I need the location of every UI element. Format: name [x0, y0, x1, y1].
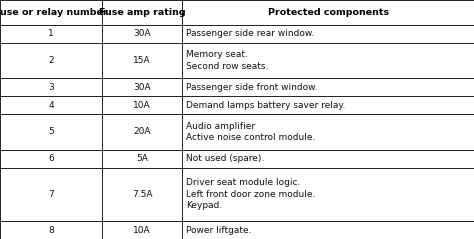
Bar	[0, 221, 102, 239]
Bar	[182, 43, 474, 78]
Bar	[0, 96, 102, 114]
Text: 15A: 15A	[133, 56, 151, 65]
Text: 4: 4	[48, 101, 54, 110]
Text: Passenger side rear window.: Passenger side rear window.	[186, 29, 314, 38]
Text: 20A: 20A	[134, 127, 151, 136]
Bar	[182, 221, 474, 239]
Bar	[0, 114, 102, 150]
Bar	[182, 96, 474, 114]
Bar	[102, 0, 182, 25]
Bar	[102, 96, 182, 114]
Text: Power liftgate.: Power liftgate.	[186, 226, 251, 235]
Bar	[102, 221, 182, 239]
Text: 2: 2	[48, 56, 54, 65]
Text: Not used (spare).: Not used (spare).	[186, 154, 264, 163]
Bar	[182, 78, 474, 96]
Bar	[182, 114, 474, 150]
Bar	[0, 78, 102, 96]
Text: Demand lamps battery saver relay.: Demand lamps battery saver relay.	[186, 101, 345, 110]
Bar	[102, 25, 182, 43]
Text: 5A: 5A	[136, 154, 148, 163]
Text: 10A: 10A	[133, 101, 151, 110]
Bar	[102, 78, 182, 96]
Text: 8: 8	[48, 226, 54, 235]
Text: 30A: 30A	[133, 29, 151, 38]
Bar	[0, 43, 102, 78]
Text: 7: 7	[48, 190, 54, 199]
Bar	[0, 168, 102, 221]
Text: Audio amplifier
Active noise control module.: Audio amplifier Active noise control mod…	[186, 122, 315, 142]
Bar	[102, 168, 182, 221]
Text: 30A: 30A	[133, 83, 151, 92]
Bar	[182, 168, 474, 221]
Bar	[182, 0, 474, 25]
Text: Fuse amp rating: Fuse amp rating	[99, 8, 185, 17]
Bar	[0, 0, 102, 25]
Text: 7.5A: 7.5A	[132, 190, 153, 199]
Text: 6: 6	[48, 154, 54, 163]
Text: Memory seat.
Second row seats.: Memory seat. Second row seats.	[186, 50, 268, 71]
Text: 3: 3	[48, 83, 54, 92]
Bar	[102, 150, 182, 168]
Bar	[102, 43, 182, 78]
Text: 10A: 10A	[133, 226, 151, 235]
Bar	[182, 25, 474, 43]
Text: Protected components: Protected components	[268, 8, 389, 17]
Bar	[102, 114, 182, 150]
Text: Fuse or relay number: Fuse or relay number	[0, 8, 108, 17]
Text: Passenger side front window.: Passenger side front window.	[186, 83, 317, 92]
Text: 5: 5	[48, 127, 54, 136]
Bar	[0, 25, 102, 43]
Text: 1: 1	[48, 29, 54, 38]
Text: Driver seat module logic.
Left front door zone module.
Keypad.: Driver seat module logic. Left front doo…	[186, 179, 315, 210]
Bar	[0, 150, 102, 168]
Bar	[182, 150, 474, 168]
